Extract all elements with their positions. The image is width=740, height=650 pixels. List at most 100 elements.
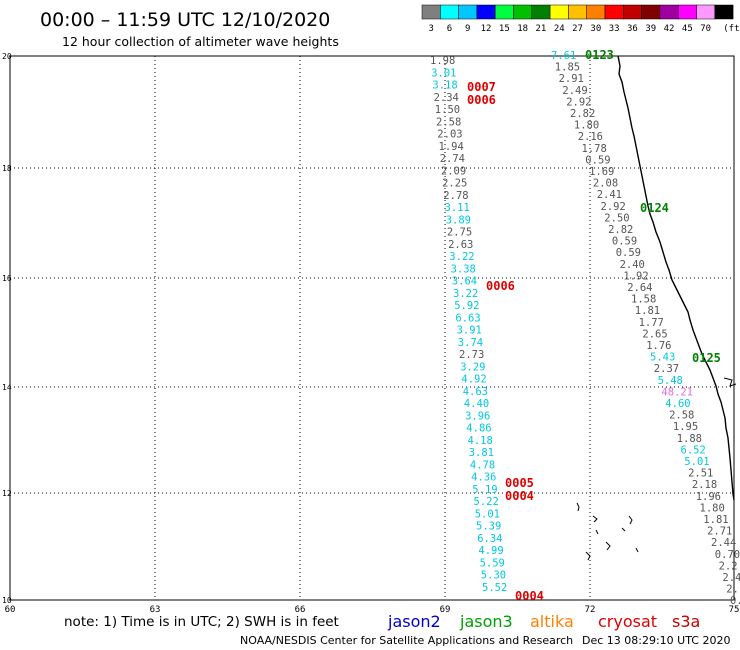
wave-height-value: 2.49 [562, 85, 587, 97]
wave-height-value: 0.59 [585, 154, 610, 166]
wave-height-value: 1.94 [439, 141, 464, 153]
wave-height-value: 4.92 [461, 374, 486, 386]
wave-height-value: 5.19 [472, 484, 497, 496]
satellite-name: altika [530, 612, 574, 631]
wave-height-value: 0.70 [715, 549, 740, 561]
legend-swatch [623, 4, 642, 20]
wave-height-value: 2.92 [601, 201, 626, 213]
wave-height-value: 1.85 [555, 62, 580, 74]
axis-tick-labels: 60 63 66 69 72 75 20 18 16 14 12 10 [2, 52, 739, 615]
wave-height-value: 1.81 [635, 305, 660, 317]
pass-time-label: 0006 [467, 93, 496, 107]
pass-time-label: 0125 [692, 351, 721, 365]
footer-timestamp: Dec 13 08:29:10 UTC 2020 [582, 634, 730, 647]
wave-height-value: 1.96 [696, 491, 721, 503]
legend-label: 33 [609, 24, 620, 34]
legend-swatch [440, 4, 459, 20]
pass-time-label: 0005 [505, 476, 534, 490]
wave-height-value: 2.82 [570, 108, 595, 120]
wave-height-value: 1.78 [582, 143, 607, 155]
y-tick-label: 14 [2, 383, 12, 392]
footer-credit: NOAA/NESDIS Center for Satellite Applica… [240, 634, 573, 647]
wave-height-value: 5.52 [482, 582, 507, 594]
wave-height-value: 2.51 [688, 468, 713, 480]
y-tick-label: 12 [2, 489, 12, 498]
wave-height-value: 2.73 [459, 349, 484, 361]
satellite-name: cryosat [598, 612, 657, 631]
wave-height-value: 2.75 [447, 227, 472, 239]
lat-lon-grid [10, 56, 734, 600]
pass-time-label: 0006 [486, 279, 515, 293]
legend-swatch [513, 4, 533, 20]
wave-height-value: 2. [726, 584, 739, 596]
legend-label: 18 [517, 24, 528, 34]
wave-height-value: 5.30 [481, 570, 506, 582]
wave-height-value: 2.44 [711, 537, 736, 549]
legend-label: 9 [465, 24, 470, 34]
y-tick-label: 18 [2, 164, 12, 173]
wave-height-value: 2.50 [604, 212, 629, 224]
legend-label: 70 [700, 24, 711, 34]
wave-height-value: 5.01 [684, 456, 709, 468]
altimeter-track-east: 7.611.852.912.492.922.821.802.161.780.59… [551, 50, 740, 607]
wave-height-value: 0.59 [612, 236, 637, 248]
x-tick-label: 75 [729, 605, 740, 615]
wave-height-value: 4.36 [471, 472, 496, 484]
wave-height-value: 2.78 [443, 190, 468, 202]
legend-swatch [549, 4, 569, 20]
wave-height-value: 2.4 [722, 572, 740, 584]
islands [576, 502, 639, 561]
wave-height-value: 1.80 [574, 120, 599, 132]
wave-height-value: 4.78 [470, 459, 495, 471]
pass-time-label: 0124 [640, 201, 669, 215]
x-tick-label: 69 [440, 605, 451, 615]
legend-swatch [476, 4, 496, 20]
wave-height-value: 3.89 [446, 214, 471, 226]
x-tick-label: 66 [295, 605, 306, 615]
wave-height-value: 1.80 [700, 502, 725, 514]
wave-height-value: 0.59 [616, 247, 641, 259]
legend-swatch [714, 4, 734, 20]
x-tick-label: 63 [150, 605, 161, 615]
wave-height-value: 3.22 [453, 288, 478, 300]
wave-height-value: 48.21 [661, 386, 693, 398]
wave-height-value: 1.69 [589, 166, 614, 178]
satellite-name: s3a [672, 612, 700, 631]
wave-height-value: 2.64 [627, 282, 652, 294]
x-tick-label: 60 [5, 605, 16, 615]
legend-label: 12 [481, 24, 492, 34]
wave-height-value: 2.16 [578, 131, 603, 143]
wave-height-value: 2.2 [719, 560, 738, 572]
legend-label: 30 [590, 24, 601, 34]
legend-swatch [604, 4, 624, 20]
wave-height-value: 2.40 [620, 259, 645, 271]
wave-height-value: 3.81 [469, 447, 494, 459]
y-tick-label: 16 [2, 274, 12, 283]
pass-time-label: 0004 [505, 489, 534, 503]
wave-height-value: 3.96 [465, 410, 490, 422]
wave-height-value: 4.40 [464, 398, 489, 410]
wave-height-value: 1.77 [639, 317, 664, 329]
altimeter-track-west: 1.983.013.182.341.502.582.031.942.742.09… [430, 55, 507, 594]
wave-height-value: 2.63 [448, 239, 473, 251]
legend-swatch [641, 4, 661, 20]
wave-height-value: 5.48 [658, 375, 683, 387]
satellite-legend: jason2 jason3 altika cryosat s3a [387, 612, 700, 631]
wave-height-value: 3.74 [458, 337, 483, 349]
wave-height-value: 2.58 [436, 116, 461, 128]
wave-height-value: 2.34 [434, 92, 459, 104]
footer-note: note: 1) Time is in UTC; 2) SWH is in fe… [64, 614, 339, 630]
y-tick-label: 20 [2, 52, 12, 61]
wave-height-value: 1.98 [430, 55, 455, 67]
wave-height-value: 2.08 [593, 178, 618, 190]
wave-height-value: 6.52 [681, 444, 706, 456]
wave-height-value: 3.38 [451, 263, 476, 275]
wave-height-value: 5.39 [476, 521, 501, 533]
wave-height-value: 2.18 [692, 479, 717, 491]
pass-time-label: 0004 [515, 589, 544, 603]
wave-height-value: 1.58 [631, 294, 656, 306]
legend-label: 45 [682, 24, 693, 34]
